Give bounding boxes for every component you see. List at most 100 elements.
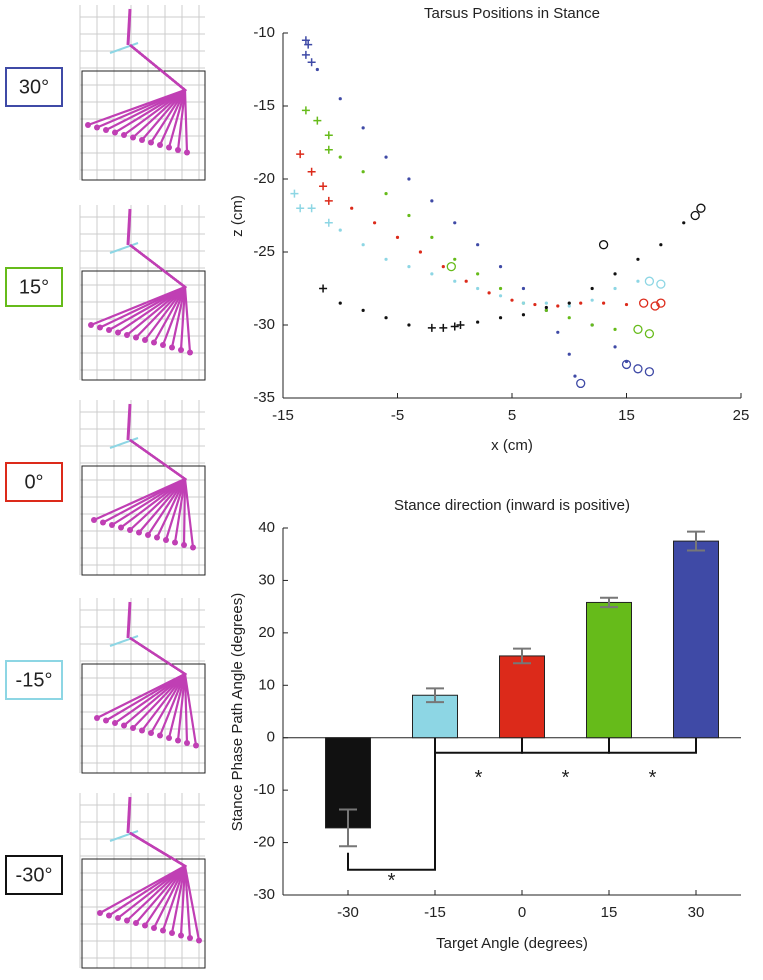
leg-foot [85, 122, 91, 128]
panel-box [81, 858, 206, 969]
significance-label: * [649, 767, 657, 789]
leg-segment [129, 832, 201, 941]
leg-trunk [126, 8, 132, 46]
start-point [324, 145, 333, 154]
end-point [696, 203, 706, 213]
point [624, 302, 629, 307]
significance-label: * [562, 767, 570, 789]
leg-panel: -15° [5, 598, 206, 774]
leg-foot [184, 740, 190, 746]
leg-foot [130, 134, 136, 141]
leg-foot [124, 917, 130, 924]
x-axis-label: x (cm) [491, 437, 533, 454]
leg-foot [133, 334, 139, 341]
leg-foot [196, 937, 202, 944]
leg-foot [97, 324, 103, 331]
point [384, 192, 388, 196]
start-point [301, 50, 310, 59]
end-point [644, 276, 655, 286]
leg-foot [166, 144, 172, 151]
leg-hint [109, 635, 139, 647]
point [407, 213, 411, 218]
start-point [307, 204, 316, 213]
significance-bracket [434, 737, 523, 754]
leg-panel: -30° [5, 793, 206, 969]
leg-foot [160, 342, 166, 348]
leg-foot [154, 534, 160, 541]
leg-foot [136, 529, 142, 536]
leg-segment [96, 44, 188, 129]
start-point [319, 182, 328, 191]
y-tick-label: -10 [253, 781, 275, 798]
y-tick-label: 30 [258, 571, 275, 588]
leg-foot [115, 915, 121, 921]
start-point [427, 323, 436, 332]
significance-label: * [388, 870, 396, 892]
angle-label-box [5, 267, 63, 307]
start-point [313, 116, 322, 125]
angle-label: 0° [24, 471, 43, 493]
error-bar [426, 687, 444, 704]
leg-trunk [126, 208, 132, 246]
point [430, 199, 434, 203]
point [361, 243, 365, 247]
end-point [690, 210, 700, 221]
point [521, 301, 526, 305]
point [476, 243, 480, 247]
point [498, 294, 503, 298]
leg-foot [178, 932, 184, 939]
start-point [324, 131, 333, 140]
point [361, 126, 365, 130]
leg-segment [129, 439, 195, 548]
point [498, 265, 503, 269]
y-tick-label: -10 [253, 24, 275, 41]
x-tick-label: 0 [518, 904, 526, 921]
leg-foot [175, 147, 181, 153]
angle-label-box [5, 855, 63, 895]
leg-foot [193, 742, 199, 749]
significance-label: * [475, 767, 483, 789]
chart-title: Stance direction (inward is positive) [394, 497, 630, 514]
point [338, 97, 342, 101]
leg-trunk [126, 601, 132, 639]
x-tick-label: 5 [508, 407, 516, 424]
y-tick-label: 40 [258, 519, 275, 536]
leg-panel: 30° [5, 5, 206, 181]
point [384, 257, 388, 261]
start-point [307, 167, 316, 176]
y-tick-label: 20 [258, 624, 275, 641]
angle-label: 30° [19, 76, 49, 98]
end-point [633, 324, 643, 335]
point [590, 298, 594, 302]
leg-foot [106, 327, 112, 333]
start-point [324, 196, 333, 205]
point [556, 304, 560, 308]
point [430, 235, 434, 239]
panel-box [81, 270, 206, 381]
leg-foot [121, 132, 127, 138]
error-bar [687, 530, 705, 552]
end-point [650, 301, 660, 311]
point [338, 301, 342, 305]
leg-foot [100, 519, 106, 526]
point [498, 316, 503, 320]
point [373, 221, 377, 225]
panel-box [81, 465, 206, 576]
y-tick-label: 10 [258, 676, 275, 693]
leg-foot [151, 925, 157, 931]
point [613, 345, 617, 349]
leg-trunk [126, 796, 132, 834]
leg-foot [190, 544, 196, 551]
leg-foot [142, 337, 148, 343]
leg-panel: 0° [5, 400, 206, 576]
point [510, 298, 514, 302]
point [407, 177, 411, 181]
leg-foot [157, 732, 163, 739]
leg-foot [112, 720, 118, 726]
leg-foot [124, 332, 130, 338]
leg-foot [112, 129, 118, 136]
point [567, 352, 571, 356]
panel-box [81, 663, 206, 774]
point [338, 155, 342, 159]
point [579, 301, 583, 305]
